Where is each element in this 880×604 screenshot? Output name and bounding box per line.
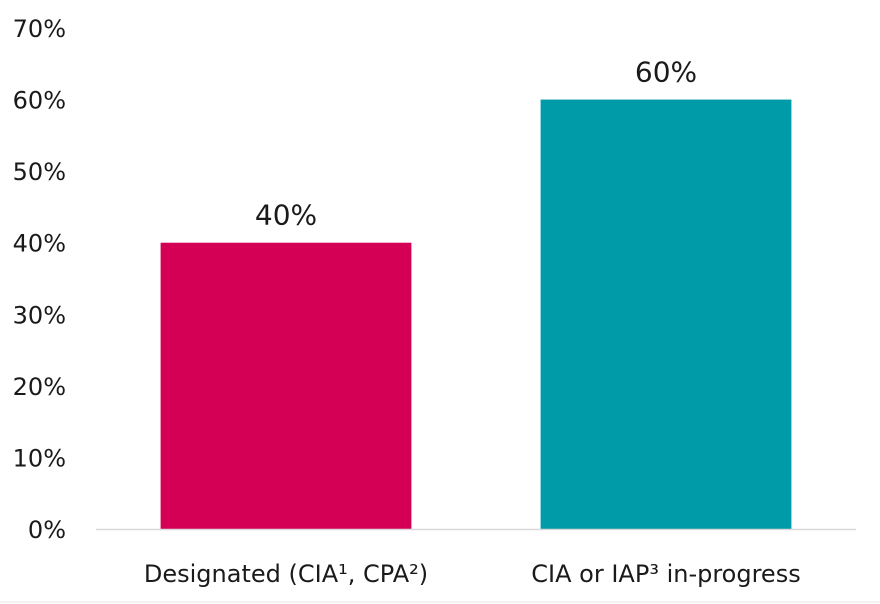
y-axis: 0% 10% 20% 30% 40% 50% 60% 70%	[13, 15, 66, 544]
y-tick-label: 60%	[13, 87, 66, 115]
y-tick-label: 70%	[13, 15, 66, 43]
category-label: CIA or IAP³ in-progress	[531, 560, 800, 588]
data-labels: 40% 60%	[255, 56, 697, 232]
data-label: 60%	[635, 56, 697, 89]
bar	[160, 242, 412, 529]
x-axis: Designated (CIA¹, CPA²) CIA or IAP³ in-pr…	[0, 528, 880, 603]
bar	[540, 99, 792, 530]
bars	[160, 99, 792, 530]
y-tick-label: 20%	[13, 373, 66, 401]
y-tick-label: 30%	[13, 301, 66, 329]
y-tick-label: 50%	[13, 158, 66, 186]
y-tick-label: 40%	[13, 230, 66, 258]
y-tick-label: 10%	[13, 444, 66, 472]
y-tick-label: 0%	[28, 516, 66, 544]
data-label: 40%	[255, 199, 317, 232]
category-label: Designated (CIA¹, CPA²)	[144, 560, 428, 588]
